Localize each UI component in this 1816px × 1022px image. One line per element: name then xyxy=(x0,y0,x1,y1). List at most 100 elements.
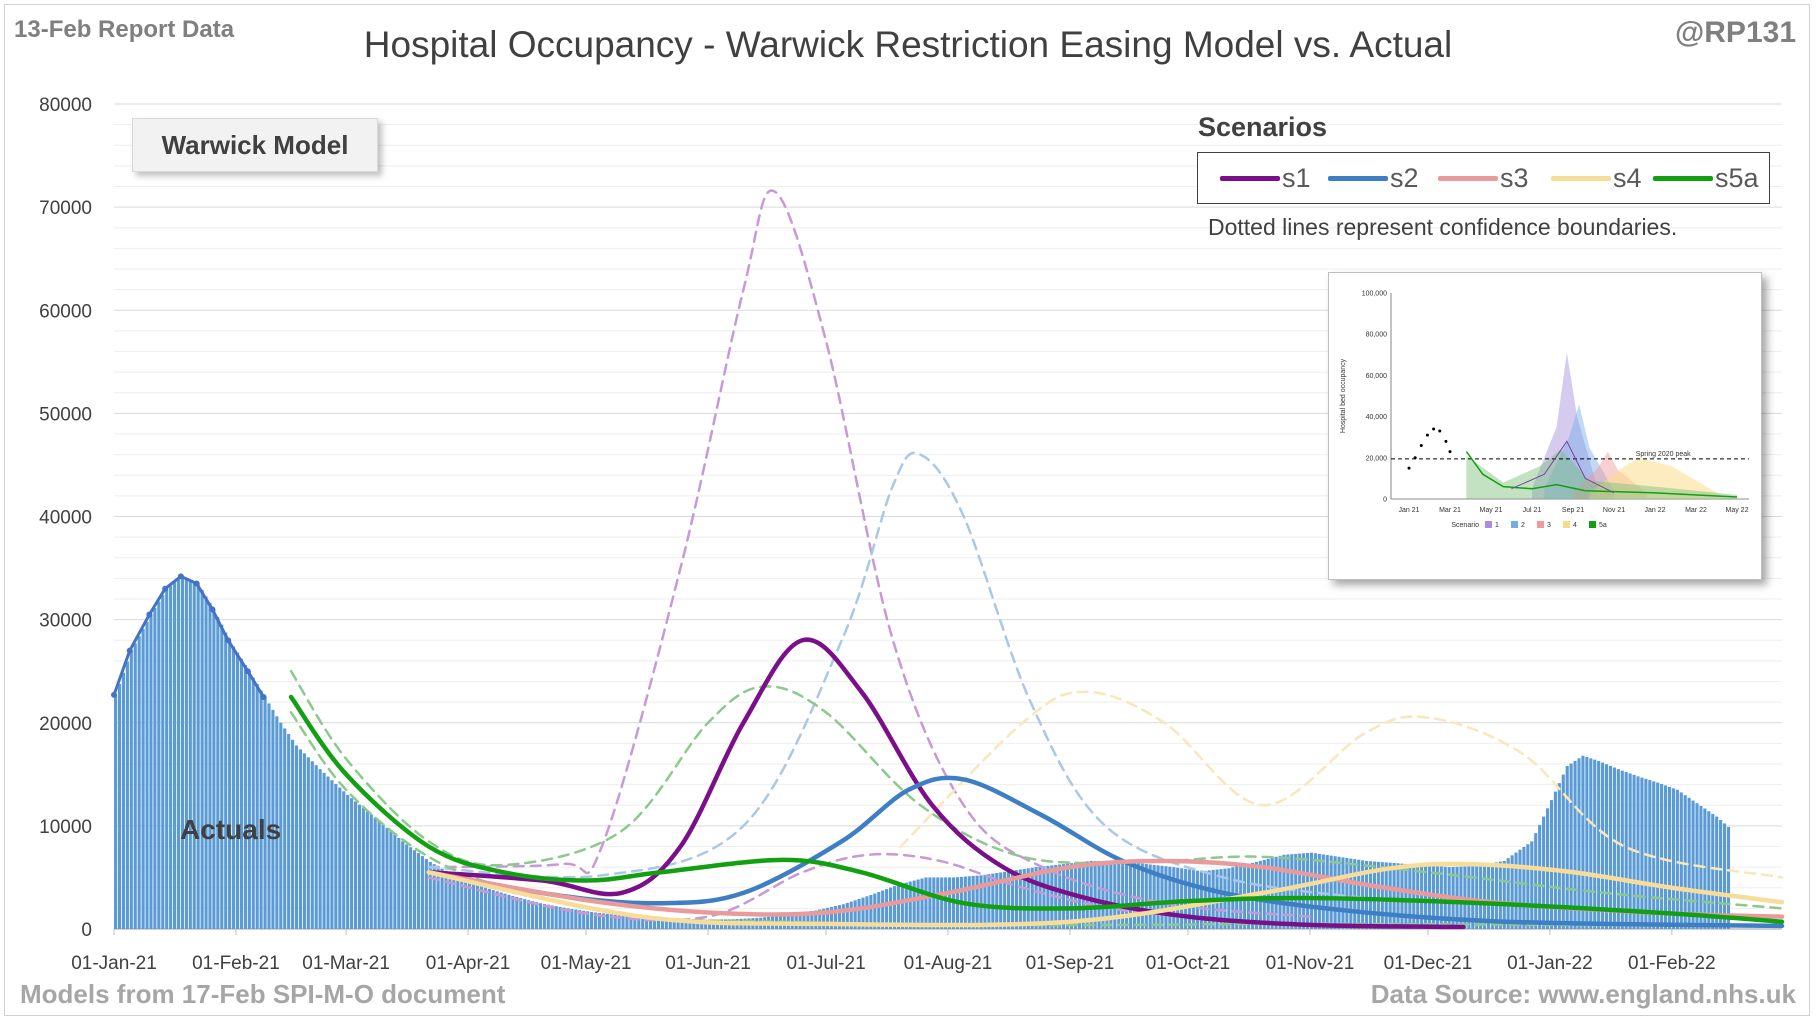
actuals-bar xyxy=(676,919,680,929)
inset-x-tick-label: May 22 xyxy=(1726,507,1749,514)
actuals-bar xyxy=(621,915,625,929)
legend-label-s4: s4 xyxy=(1613,162,1642,193)
actuals-bar xyxy=(1722,823,1727,929)
actuals-bar xyxy=(235,652,240,929)
x-tick-label: 01-Dec-21 xyxy=(1384,953,1473,974)
actuals-bar xyxy=(668,918,672,929)
actuals-bar xyxy=(692,919,696,929)
actuals-bar xyxy=(1561,774,1565,929)
actuals-bar xyxy=(401,841,405,929)
actuals-bar xyxy=(578,910,582,929)
actuals-bar xyxy=(310,761,314,929)
actuals-line xyxy=(112,574,265,698)
actuals-bar xyxy=(1176,867,1180,929)
actuals-bar xyxy=(381,824,385,929)
actuals-bar xyxy=(267,703,271,929)
series-line-s5a xyxy=(288,694,1785,925)
actuals-bar xyxy=(1357,859,1361,929)
actuals-bar xyxy=(590,911,594,929)
actuals-bar xyxy=(1010,870,1015,929)
actuals-bar xyxy=(149,614,153,929)
actuals-bar xyxy=(1341,857,1345,929)
legend-item-s3: s3 xyxy=(1438,153,1529,203)
actuals-bar xyxy=(1105,860,1109,929)
actuals-bar xyxy=(1585,757,1589,929)
actuals-bar xyxy=(833,906,838,929)
actuals-bar xyxy=(1687,797,1691,929)
actuals-bar xyxy=(1089,860,1093,929)
inset-svg: 0 20,000 40,000 60,000 80,000 100,000 Jan 21 Ma… xyxy=(1340,291,1749,529)
inset-legend-swatch xyxy=(1589,521,1596,528)
actuals-bar xyxy=(928,877,932,929)
actuals-bar xyxy=(503,893,507,929)
actuals-bar xyxy=(672,918,676,929)
inset-y-axis-label: Hospital bed occupancy xyxy=(1340,358,1347,433)
actuals-bar xyxy=(232,646,236,929)
actuals-bar xyxy=(1372,861,1377,929)
actuals-bar xyxy=(1329,855,1333,929)
actuals-bar xyxy=(1471,866,1475,929)
actuals-bar xyxy=(287,734,291,929)
actuals-bar xyxy=(133,643,137,929)
actuals-bar xyxy=(1345,857,1349,929)
actuals-bar xyxy=(432,864,436,929)
actuals-bar xyxy=(582,910,586,929)
actuals-bar xyxy=(456,877,460,929)
actuals-bar xyxy=(1286,854,1290,929)
series-line-s4 xyxy=(426,861,1785,928)
actuals-point xyxy=(193,580,200,587)
actuals-bar xyxy=(1042,866,1046,929)
actuals-bar xyxy=(932,877,936,929)
inset-line-s1 xyxy=(1511,440,1615,494)
actuals-bar xyxy=(212,609,216,929)
x-tick-label: 01-Nov-21 xyxy=(1266,953,1355,974)
actuals-bar xyxy=(652,917,657,929)
actuals-bar xyxy=(487,888,491,929)
actuals-bar xyxy=(318,769,322,929)
x-tick-label: 01-Jan-22 xyxy=(1507,953,1593,974)
actuals-bar xyxy=(637,916,641,929)
actuals-bar xyxy=(405,844,409,929)
series-line-s5a-confidence xyxy=(289,669,1784,910)
actuals-bar xyxy=(1050,865,1054,929)
inset-x-tick-label: Jul 21 xyxy=(1523,507,1542,514)
actuals-bar xyxy=(200,589,204,929)
actuals-bar xyxy=(1534,833,1538,929)
actuals-bars xyxy=(114,576,1731,929)
actuals-bar xyxy=(1034,867,1038,929)
actuals-bar xyxy=(1427,865,1432,929)
actuals-bar xyxy=(554,906,558,929)
actuals-bar xyxy=(169,585,173,929)
actuals-bar xyxy=(491,890,495,929)
chart-title: Hospital Occupancy - Warwick Restriction… xyxy=(363,24,1453,65)
x-tick-label: 01-Jul-21 xyxy=(786,953,865,974)
actuals-bar xyxy=(239,658,244,929)
actuals-bar xyxy=(334,783,338,929)
inset-x-tick-label: May 21 xyxy=(1480,507,1503,514)
actuals-bar xyxy=(393,834,397,929)
actuals-bar xyxy=(499,892,503,929)
actuals-bar xyxy=(802,912,806,929)
inset-confidence-band xyxy=(1466,449,1737,499)
actuals-bar xyxy=(452,875,456,929)
actuals-bar xyxy=(841,904,845,929)
actuals-bar xyxy=(306,757,310,929)
actuals-bar xyxy=(1384,862,1388,929)
legend-item-s1: s1 xyxy=(1220,153,1311,203)
inset-y-tick-label: 60,000 xyxy=(1366,373,1388,380)
actuals-bar xyxy=(641,917,645,929)
actuals-bar xyxy=(987,874,991,929)
inset-legend-title: Scenario xyxy=(1451,522,1479,529)
actuals-bar xyxy=(983,874,987,929)
actuals-bar xyxy=(605,913,609,929)
actuals-bar xyxy=(1498,861,1502,929)
inset-actuals-point xyxy=(1432,427,1436,431)
actuals-bar xyxy=(1046,865,1050,929)
actuals-bar xyxy=(1703,808,1707,929)
inset-line-s5a xyxy=(1465,451,1738,498)
actuals-bar xyxy=(346,794,350,929)
actuals-bar xyxy=(920,878,924,929)
y-tick-label: 20000 xyxy=(39,714,92,735)
actuals-bar xyxy=(1479,865,1483,929)
actuals-bar xyxy=(283,728,287,929)
